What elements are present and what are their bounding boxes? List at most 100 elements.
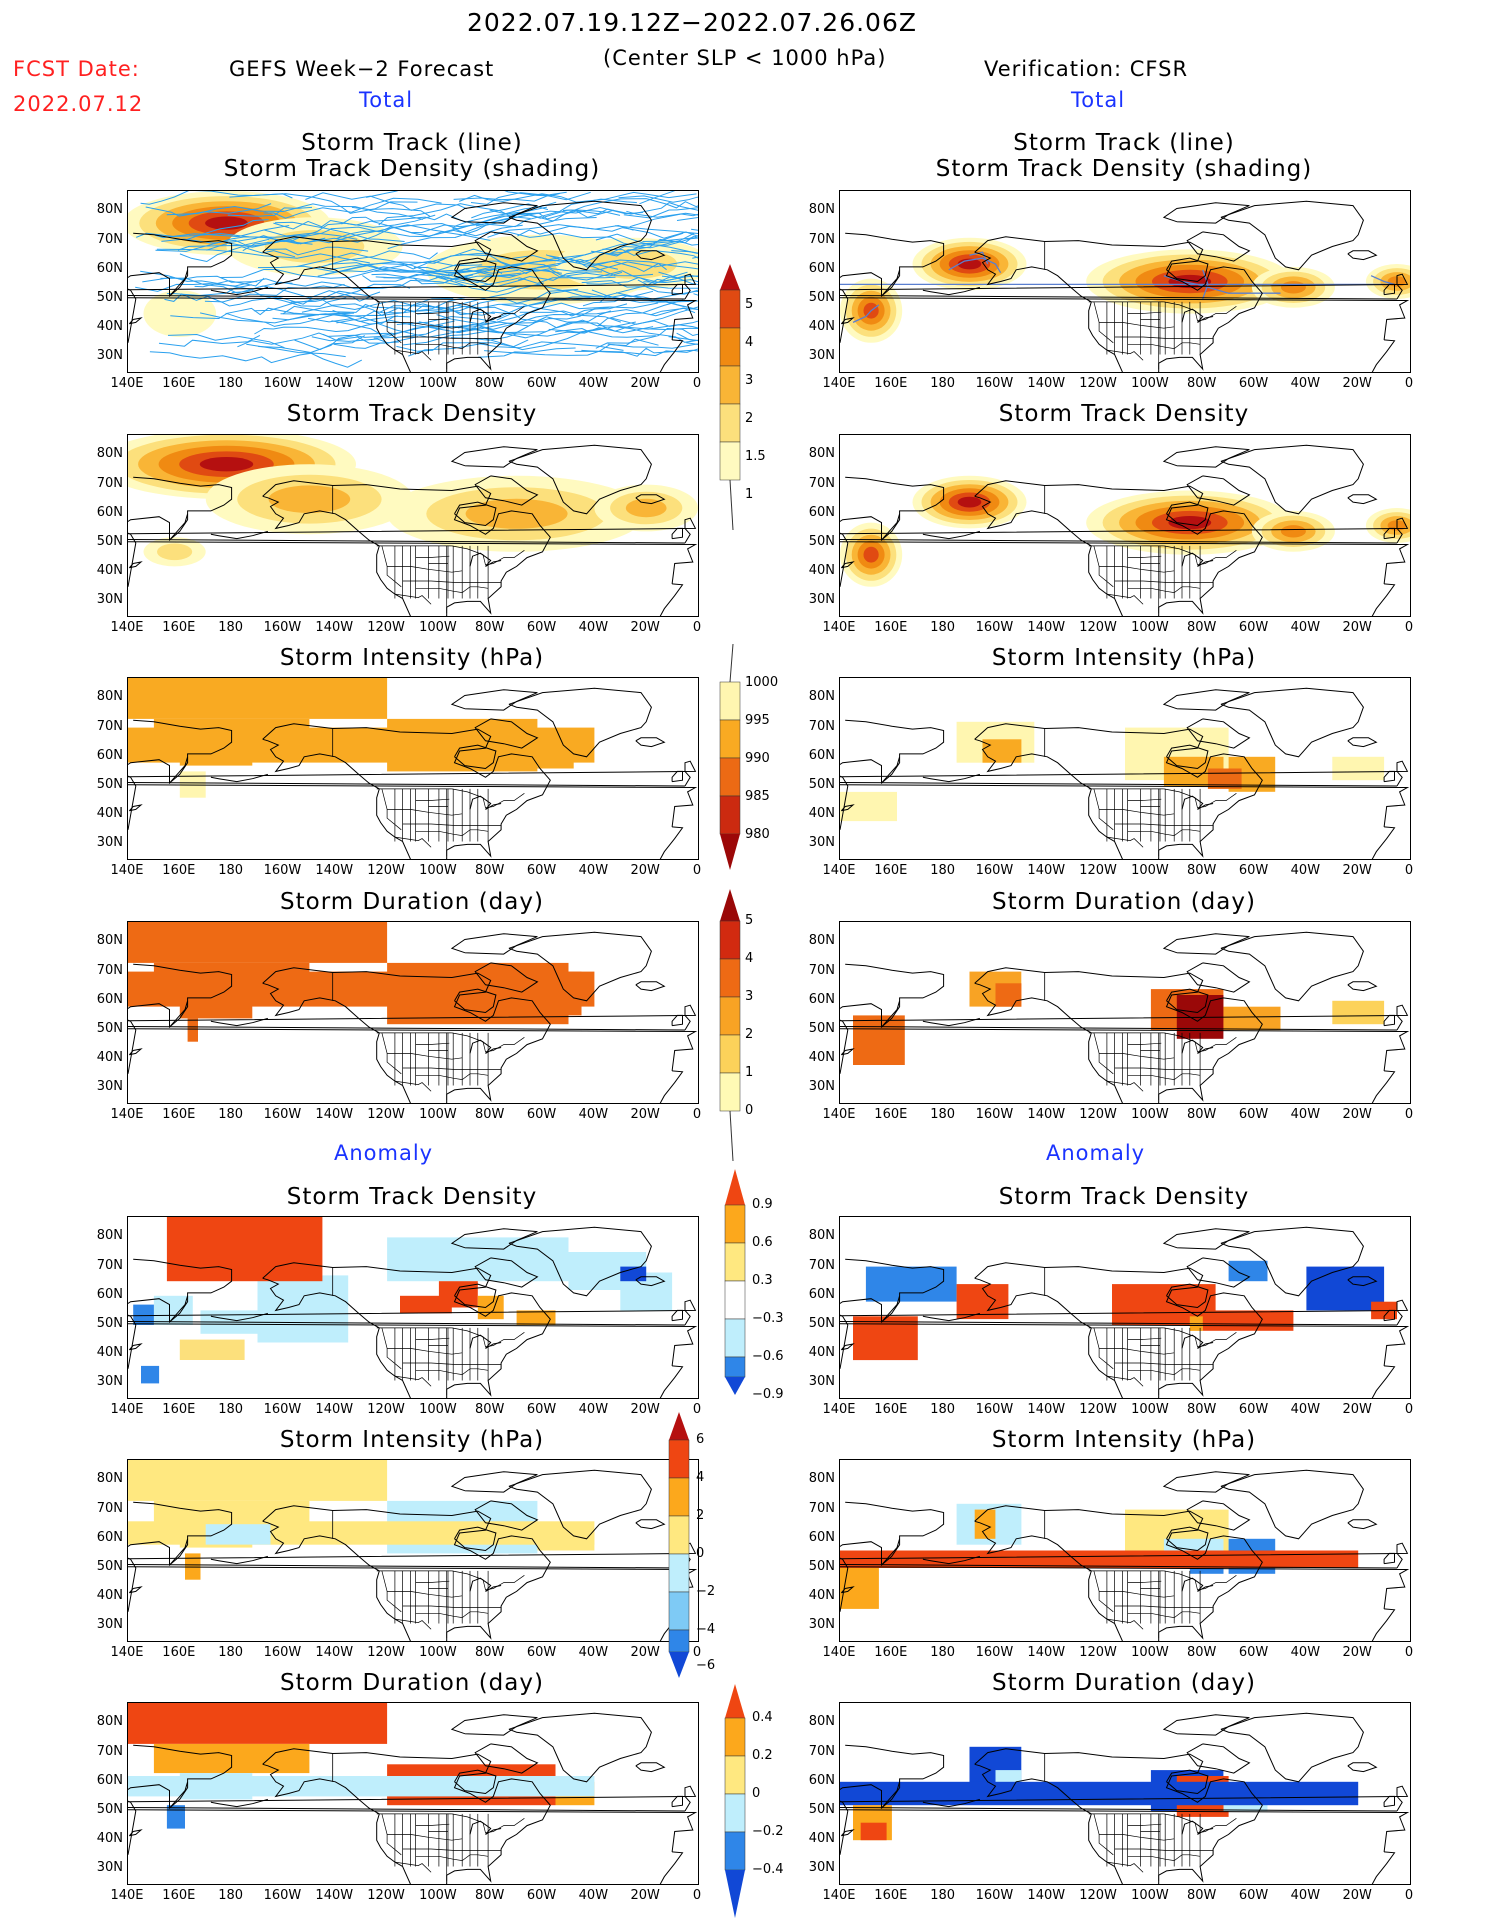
- lat-label: 80N: [96, 1714, 123, 1730]
- lat-label: 80N: [808, 1228, 835, 1244]
- lat-label: 40N: [808, 806, 835, 822]
- panel-title-density-anom-left: Storm Track Density: [286, 1184, 538, 1210]
- lon-label: 160E: [162, 1645, 196, 1660]
- colorbar-density-label: 5: [745, 297, 754, 312]
- lat-label: 70N: [808, 231, 835, 247]
- lat-label: 60N: [96, 1772, 123, 1788]
- lon-label: 40W: [1290, 620, 1321, 635]
- lon-label: 0: [692, 1402, 702, 1417]
- lon-label: 140W: [315, 1888, 354, 1903]
- coastline-map: [840, 1226, 1410, 1398]
- map-panel-verification-track: [839, 190, 1411, 373]
- map-panel-forecast-duration-anomaly: [127, 1702, 699, 1885]
- lon-label: 60W: [1238, 863, 1269, 878]
- lon-label: 160W: [263, 863, 302, 878]
- lon-label: 180: [930, 1402, 956, 1417]
- colorbar-density-anomaly-label: 0.3: [752, 1273, 773, 1288]
- lon-label: 60W: [1238, 620, 1269, 635]
- lat-label: 40N: [96, 1050, 123, 1066]
- lon-label: 20W: [630, 1402, 660, 1417]
- date-range-title: 2022.07.19.12Z−2022.07.26.06Z: [467, 8, 917, 37]
- lon-label: 80W: [475, 1645, 505, 1660]
- lat-label: 60N: [808, 504, 835, 520]
- center-slp-subtitle: (Center SLP < 1000 hPa): [603, 46, 887, 70]
- coastline-map: [128, 444, 698, 616]
- coastline-map: [128, 687, 698, 859]
- lon-label: 180: [218, 1888, 244, 1903]
- colorbar-duration-label: 2: [745, 1027, 754, 1042]
- colorbar-intensity: [719, 643, 741, 870]
- colorbar-duration-anomaly-label: 0.2: [752, 1748, 773, 1763]
- lon-label: 100W: [1131, 620, 1169, 635]
- lon-label: 140W: [315, 376, 354, 391]
- lon-label: 100W: [419, 1888, 457, 1903]
- lat-label: 70N: [808, 475, 835, 491]
- lon-label: 20W: [1342, 863, 1372, 878]
- lon-label: 160W: [975, 1107, 1014, 1122]
- colorbar-duration-anomaly-label: −0.2: [752, 1824, 784, 1839]
- left-total-label: Total: [359, 88, 414, 112]
- lon-label: 160W: [975, 620, 1014, 635]
- lon-label: 160E: [874, 620, 908, 635]
- lon-label: 60W: [526, 1107, 557, 1122]
- lat-label: 80N: [96, 689, 123, 705]
- lat-label: 60N: [96, 504, 123, 520]
- colorbar-intensity-anomaly-label: 2: [696, 1508, 705, 1523]
- lon-label: 120W: [1079, 1645, 1117, 1660]
- map-panel-verification-density-anomaly: [839, 1216, 1411, 1399]
- lon-label: 180: [218, 1645, 244, 1660]
- colorbar-intensity-anomaly-label: −4: [696, 1622, 716, 1637]
- lon-label: 60W: [1238, 1888, 1269, 1903]
- lon-label: 40W: [1290, 1107, 1321, 1122]
- lat-label: 70N: [96, 1743, 123, 1759]
- lat-label: 80N: [96, 1471, 123, 1487]
- lat-label: 50N: [96, 1316, 123, 1332]
- lon-label: 100W: [1131, 1888, 1169, 1903]
- lat-label: 70N: [808, 962, 835, 978]
- colorbar-density-label: 1: [745, 487, 754, 502]
- lon-label: 40W: [578, 1402, 609, 1417]
- colorbar-intensity-label: 985: [745, 789, 770, 804]
- lon-label: 140E: [822, 1107, 856, 1122]
- lon-label: 140W: [315, 1645, 354, 1660]
- lon-label: 160W: [263, 620, 302, 635]
- lon-label: 180: [218, 863, 244, 878]
- panel-title-track-density-shading-left: Storm Track Density (shading): [223, 156, 601, 182]
- coastline-map: [840, 1469, 1410, 1641]
- lon-label: 100W: [1131, 376, 1169, 391]
- lat-label: 30N: [96, 1374, 123, 1390]
- panel-title-intensity-anom-right: Storm Intensity (hPa): [991, 1427, 1257, 1453]
- lon-label: 140W: [1027, 863, 1066, 878]
- lon-label: 60W: [526, 863, 557, 878]
- lon-label: 120W: [1079, 620, 1117, 635]
- lon-label: 120W: [1079, 863, 1117, 878]
- lon-label: 80W: [1187, 863, 1217, 878]
- lat-label: 70N: [96, 475, 123, 491]
- colorbar-intensity-label: 980: [745, 827, 770, 842]
- right-column-title: Verification: CFSR: [984, 57, 1189, 81]
- lat-label: 70N: [96, 1257, 123, 1273]
- colorbar-density-anomaly-label: −0.3: [752, 1311, 784, 1326]
- lat-label: 70N: [808, 1257, 835, 1273]
- lon-label: 0: [1404, 1402, 1414, 1417]
- lat-label: 50N: [96, 534, 123, 550]
- lon-label: 160E: [874, 1107, 908, 1122]
- lon-label: 140E: [110, 1645, 144, 1660]
- colorbar-duration-label: 0: [745, 1103, 754, 1118]
- lat-label: 80N: [808, 933, 835, 949]
- lon-label: 140W: [1027, 376, 1066, 391]
- lat-label: 60N: [808, 1772, 835, 1788]
- lon-label: 40W: [578, 620, 609, 635]
- lat-label: 40N: [808, 1588, 835, 1604]
- lat-label: 30N: [808, 1079, 835, 1095]
- lon-label: 0: [692, 1107, 702, 1122]
- lon-label: 160E: [162, 1888, 196, 1903]
- lat-label: 50N: [808, 290, 835, 306]
- colorbar-duration: [719, 889, 741, 1162]
- colorbar-duration-label: 3: [745, 989, 754, 1004]
- coastline-map: [840, 444, 1410, 616]
- lon-label: 80W: [1187, 376, 1217, 391]
- lon-label: 60W: [526, 376, 557, 391]
- panel-title-density-left: Storm Track Density: [286, 401, 538, 427]
- lat-label: 40N: [96, 806, 123, 822]
